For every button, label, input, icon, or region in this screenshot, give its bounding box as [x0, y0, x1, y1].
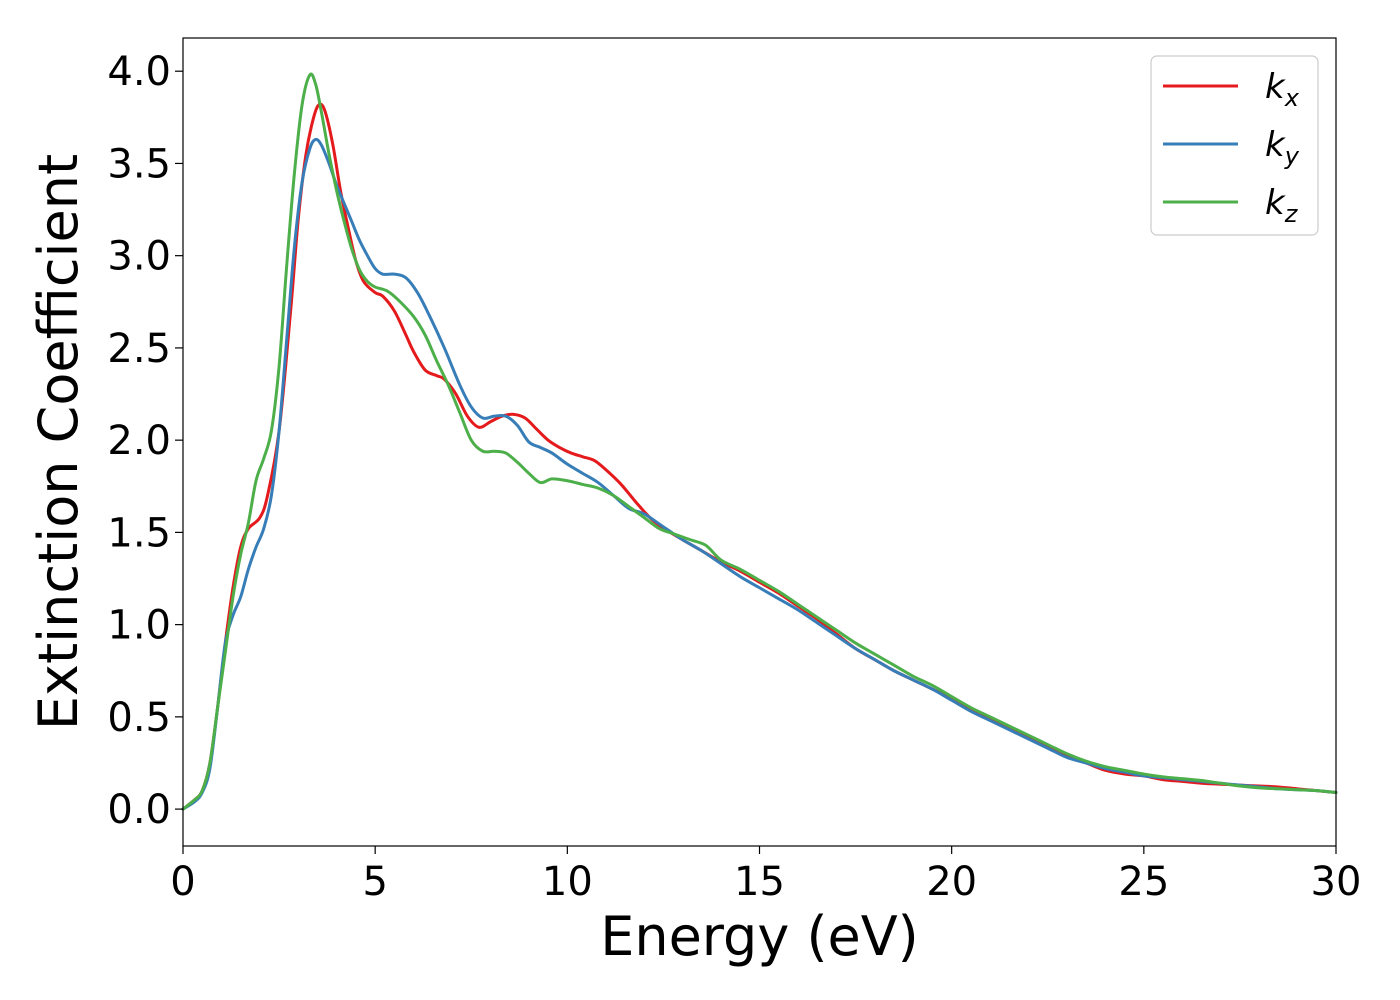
x-tick-label: 0 — [170, 859, 195, 905]
y-tick-label: 1.0 — [107, 603, 171, 649]
series-line-kz — [181, 72, 1338, 811]
y-axis-label: Extinction Coefficient — [27, 154, 90, 730]
y-tick-label: 2.0 — [107, 418, 171, 464]
x-tick-label: 25 — [1118, 859, 1169, 905]
y-tick-label: 2.5 — [107, 326, 171, 372]
x-tick-label: 10 — [542, 859, 593, 905]
y-tick-label: 0.0 — [107, 787, 171, 833]
y-axis: 0.0 0.5 1.0 1.5 2.0 2.5 3.0 3.5 4.0 — [107, 49, 183, 833]
y-tick-label: 4.0 — [107, 49, 171, 95]
y-tick-label: 3.5 — [107, 141, 171, 187]
legend-label-kx: kx — [1265, 67, 1300, 112]
x-axis: 0 5 10 15 20 25 30 — [170, 846, 1361, 905]
series-line-ky — [181, 137, 1338, 811]
series-layer — [181, 72, 1338, 811]
x-tick-label: 15 — [734, 859, 785, 905]
x-tick-label: 30 — [1311, 859, 1362, 905]
x-tick-label: 20 — [926, 859, 977, 905]
y-tick-label: 3.0 — [107, 234, 171, 280]
x-tick-label: 5 — [362, 859, 387, 905]
y-tick-label: 0.5 — [107, 695, 171, 741]
y-tick-label: 1.5 — [107, 510, 171, 556]
x-axis-label: Energy (eV) — [600, 905, 919, 968]
